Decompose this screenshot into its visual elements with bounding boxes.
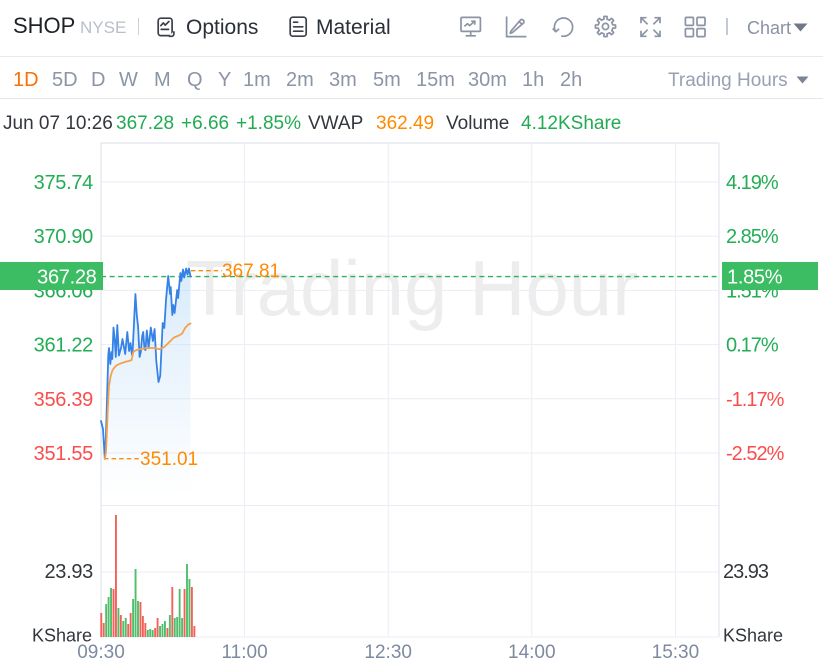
- svg-text:12:30: 12:30: [364, 642, 412, 663]
- svg-text:375.74: 375.74: [34, 172, 94, 194]
- svg-text:23.93: 23.93: [723, 561, 769, 583]
- svg-text:0.17%: 0.17%: [726, 335, 779, 357]
- svg-text:2.85%: 2.85%: [726, 226, 779, 248]
- svg-text:367.28: 367.28: [37, 267, 97, 289]
- svg-text:KShare: KShare: [32, 626, 92, 646]
- svg-text:-2.52%: -2.52%: [726, 443, 785, 465]
- svg-text:361.22: 361.22: [34, 335, 94, 357]
- svg-text:4.19%: 4.19%: [726, 172, 779, 194]
- svg-text:14:00: 14:00: [508, 642, 556, 663]
- svg-text:356.39: 356.39: [34, 389, 94, 411]
- svg-text:351.01: 351.01: [140, 449, 198, 470]
- svg-text:15:30: 15:30: [652, 642, 700, 663]
- svg-text:KShare: KShare: [723, 626, 783, 646]
- svg-text:367.81: 367.81: [222, 261, 280, 282]
- svg-text:Trading Hour: Trading Hour: [186, 244, 638, 332]
- svg-text:09:30: 09:30: [77, 642, 125, 663]
- svg-text:351.55: 351.55: [34, 443, 94, 465]
- svg-text:1.85%: 1.85%: [727, 267, 783, 289]
- svg-text:23.93: 23.93: [44, 561, 93, 583]
- svg-text:11:00: 11:00: [222, 642, 268, 663]
- svg-text:-1.17%: -1.17%: [726, 389, 785, 411]
- svg-text:370.90: 370.90: [34, 226, 94, 248]
